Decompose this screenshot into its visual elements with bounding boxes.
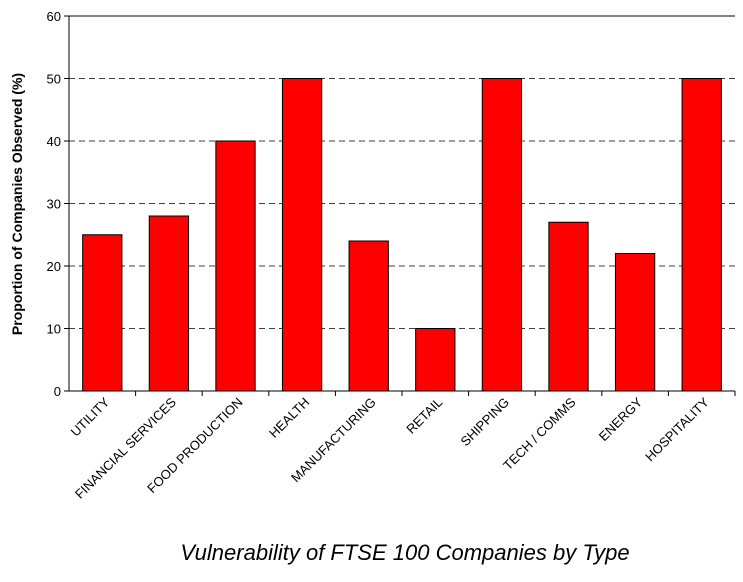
- bar: [82, 234, 123, 392]
- y-tick-label: 60: [47, 9, 61, 24]
- x-tick-label: TECH / COMMS: [500, 394, 579, 473]
- bar: [215, 140, 256, 392]
- bar: [481, 78, 523, 392]
- bar: [614, 253, 656, 392]
- y-tick-label: 10: [47, 322, 61, 337]
- chart-title: Vulnerability of FTSE 100 Companies by T…: [180, 540, 629, 565]
- bar: [415, 328, 456, 392]
- y-tick-label: 0: [54, 384, 61, 399]
- bar: [281, 78, 323, 392]
- x-tick-label: HEALTH: [266, 395, 312, 441]
- x-tick-label: RETAIL: [403, 395, 445, 437]
- y-tick-label: 20: [47, 259, 61, 274]
- x-tick-label: HOSPITALITY: [642, 394, 712, 464]
- bar: [681, 78, 722, 392]
- x-tick-label: SHIPPING: [457, 395, 512, 450]
- bar: [348, 240, 389, 392]
- bar: [148, 215, 190, 392]
- x-tick-label: ENERGY: [596, 394, 646, 444]
- y-tick-label: 50: [47, 72, 61, 87]
- y-tick-label: 40: [47, 134, 61, 149]
- bar: [548, 221, 589, 392]
- y-axis-label: Proportion of Companies Observed (%): [9, 73, 25, 335]
- x-tick-label: UTILITY: [68, 394, 113, 439]
- y-tick-label: 30: [47, 197, 61, 212]
